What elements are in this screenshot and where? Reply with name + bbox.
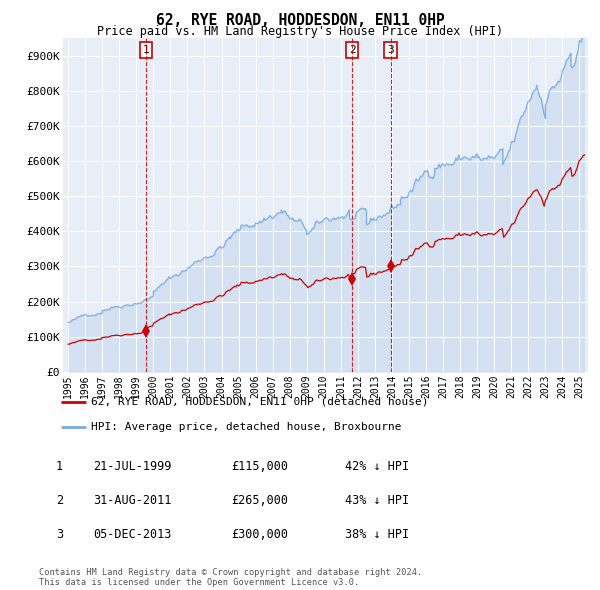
Text: 1: 1 <box>56 460 63 473</box>
Text: 2: 2 <box>56 494 63 507</box>
Text: 1: 1 <box>142 45 149 55</box>
Text: £300,000: £300,000 <box>231 528 288 541</box>
Text: Contains HM Land Registry data © Crown copyright and database right 2024.
This d: Contains HM Land Registry data © Crown c… <box>39 568 422 587</box>
Text: £115,000: £115,000 <box>231 460 288 473</box>
Text: 21-JUL-1999: 21-JUL-1999 <box>93 460 172 473</box>
Text: 3: 3 <box>387 45 394 55</box>
Text: 42% ↓ HPI: 42% ↓ HPI <box>345 460 409 473</box>
Text: HPI: Average price, detached house, Broxbourne: HPI: Average price, detached house, Brox… <box>91 422 401 431</box>
Text: 2: 2 <box>349 45 356 55</box>
Text: 05-DEC-2013: 05-DEC-2013 <box>93 528 172 541</box>
Text: £265,000: £265,000 <box>231 494 288 507</box>
Text: 3: 3 <box>56 528 63 541</box>
Text: 31-AUG-2011: 31-AUG-2011 <box>93 494 172 507</box>
Text: 38% ↓ HPI: 38% ↓ HPI <box>345 528 409 541</box>
Text: 43% ↓ HPI: 43% ↓ HPI <box>345 494 409 507</box>
Text: 62, RYE ROAD, HODDESDON, EN11 0HP (detached house): 62, RYE ROAD, HODDESDON, EN11 0HP (detac… <box>91 396 428 407</box>
Text: Price paid vs. HM Land Registry's House Price Index (HPI): Price paid vs. HM Land Registry's House … <box>97 25 503 38</box>
Text: 62, RYE ROAD, HODDESDON, EN11 0HP: 62, RYE ROAD, HODDESDON, EN11 0HP <box>155 13 445 28</box>
